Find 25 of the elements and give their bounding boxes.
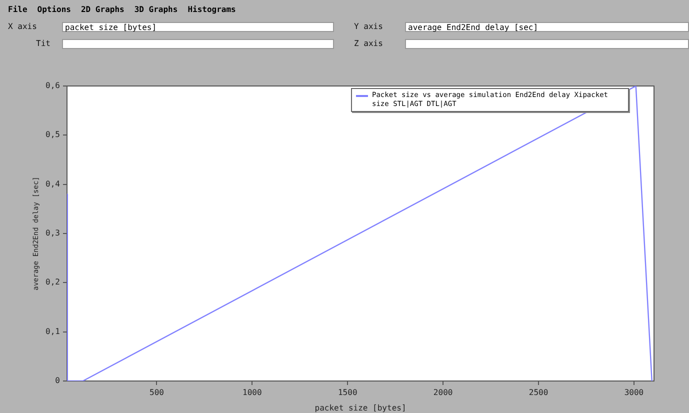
x-tick-label: 1500 <box>338 388 358 397</box>
x-tick-label: 1000 <box>242 388 262 397</box>
text: Histograms <box>188 4 236 14</box>
x-tick-label: 3000 <box>624 388 644 397</box>
text: X axis <box>8 22 37 31</box>
y-tick-label: 0,3 <box>46 228 60 238</box>
text: Z axis <box>354 39 383 48</box>
text: average End2End delay [sec] <box>408 23 538 32</box>
text: Y axis <box>354 22 383 31</box>
text: File <box>8 4 28 14</box>
x-axis-title: packet size [bytes] <box>314 403 406 412</box>
y-tick-label: 0,2 <box>46 278 60 287</box>
x-tick-label: 2000 <box>433 388 453 397</box>
y-tick-label: 0,5 <box>46 130 60 140</box>
y-tick-label: 0 <box>55 376 60 386</box>
text: 2D Graphs <box>80 4 124 14</box>
x-tick-label: 2500 <box>528 388 548 397</box>
x-tick-label: 500 <box>149 388 164 397</box>
text: packet size [bytes] <box>65 23 157 32</box>
text: Options <box>37 4 71 14</box>
y-tick-label: 0,6 <box>46 81 60 90</box>
y-tick-label: 0,1 <box>46 326 60 336</box>
y-tick-label: 0,4 <box>46 179 60 188</box>
text: Tit <box>36 39 50 48</box>
text: 3D Graphs <box>134 4 178 14</box>
